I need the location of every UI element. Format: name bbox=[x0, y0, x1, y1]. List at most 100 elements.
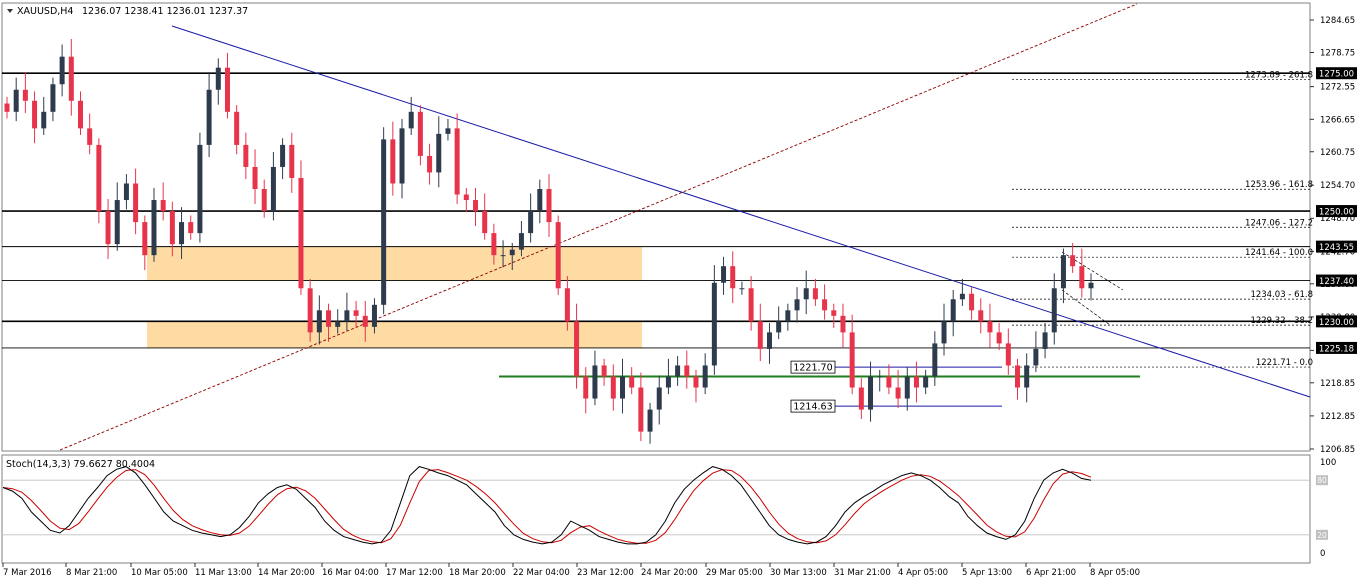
time-tick-label: 8 Mar 21:00 bbox=[66, 568, 117, 578]
candle bbox=[96, 138, 102, 224]
candle bbox=[160, 182, 166, 221]
candle bbox=[399, 118, 405, 199]
price-tick-label: 1284.65 bbox=[1320, 16, 1355, 26]
price-tick-label: 1260.75 bbox=[1320, 148, 1355, 158]
candle bbox=[344, 292, 350, 331]
stoch-tick-label: 100 bbox=[1320, 458, 1336, 468]
time-tick-label: 8 Apr 05:00 bbox=[1090, 568, 1140, 578]
candle bbox=[1070, 243, 1076, 273]
candle bbox=[179, 207, 185, 260]
stoch-tag-20 bbox=[1316, 529, 1328, 540]
candle bbox=[133, 168, 139, 235]
candle bbox=[326, 303, 332, 342]
time-tick-label: 11 Mar 13:00 bbox=[195, 568, 252, 578]
time-tick-label: 7 Mar 2016 bbox=[3, 568, 51, 578]
candle bbox=[445, 118, 451, 141]
candle bbox=[812, 278, 818, 306]
candle bbox=[169, 201, 175, 257]
collapse-triangle-icon[interactable] bbox=[7, 9, 13, 13]
fib-label-5: 1229.32 - 38.2 bbox=[1250, 316, 1313, 326]
price-tick-label: 1206.85 bbox=[1320, 445, 1355, 455]
candle bbox=[482, 193, 488, 240]
candle bbox=[105, 198, 111, 260]
stoch-tick-label: 80 bbox=[1317, 476, 1327, 485]
candle bbox=[1015, 358, 1021, 400]
candle bbox=[188, 215, 194, 240]
candle bbox=[849, 314, 855, 395]
price-tag-label-1: 1250.00 bbox=[1319, 208, 1354, 218]
fib-label-4: 1234.03 - 61.8 bbox=[1250, 290, 1313, 300]
candle bbox=[77, 91, 83, 135]
candle bbox=[996, 323, 1002, 351]
candle bbox=[629, 367, 635, 395]
price-tag-2 bbox=[1316, 240, 1357, 253]
candle bbox=[987, 303, 993, 348]
supply-zone-lower bbox=[147, 321, 642, 348]
candle bbox=[1088, 273, 1094, 301]
candle bbox=[390, 121, 396, 196]
price-tick-label: 1218.85 bbox=[1320, 379, 1355, 389]
candle bbox=[261, 179, 267, 218]
candle bbox=[601, 358, 607, 386]
candle bbox=[950, 289, 956, 337]
supply-zone-upper bbox=[147, 246, 642, 281]
candle bbox=[436, 116, 442, 188]
candle bbox=[41, 96, 47, 135]
candle bbox=[886, 364, 892, 395]
candle bbox=[555, 215, 561, 295]
candle bbox=[13, 77, 19, 122]
candle bbox=[610, 364, 616, 411]
candle bbox=[234, 105, 240, 155]
candle bbox=[454, 113, 460, 204]
price-box-0[interactable] bbox=[790, 360, 836, 374]
candle bbox=[68, 39, 74, 116]
candle bbox=[647, 402, 653, 444]
candle bbox=[785, 303, 791, 331]
candle bbox=[1051, 273, 1057, 345]
candle bbox=[904, 367, 910, 411]
candle bbox=[270, 152, 276, 221]
time-tick-label: 17 Mar 12:00 bbox=[386, 568, 443, 578]
price-tag-3 bbox=[1316, 274, 1357, 287]
up-trend-line-dotted bbox=[59, 3, 1138, 451]
price-tag-4 bbox=[1316, 315, 1357, 328]
candle bbox=[978, 298, 984, 334]
candle bbox=[840, 303, 846, 348]
candle bbox=[518, 220, 524, 257]
candle bbox=[831, 303, 837, 328]
candle bbox=[1060, 248, 1066, 304]
candle bbox=[822, 284, 828, 320]
candle bbox=[335, 309, 341, 334]
candle bbox=[619, 358, 625, 414]
candle bbox=[913, 361, 919, 403]
price-box-1[interactable] bbox=[790, 399, 836, 413]
candle bbox=[87, 113, 93, 155]
candle bbox=[748, 276, 754, 331]
candle bbox=[574, 303, 580, 389]
candle bbox=[564, 276, 570, 331]
time-tick-label: 22 Mar 04:00 bbox=[513, 568, 570, 578]
candle bbox=[1042, 323, 1048, 359]
stoch-signal-line bbox=[2, 469, 1092, 544]
time-tick-label: 30 Mar 13:00 bbox=[770, 568, 827, 578]
candle bbox=[50, 77, 56, 122]
time-tick-label: 16 Mar 04:00 bbox=[322, 568, 379, 578]
candle bbox=[298, 160, 304, 295]
candle bbox=[1005, 328, 1011, 375]
candle bbox=[923, 369, 929, 395]
candle bbox=[151, 187, 157, 262]
candle bbox=[500, 240, 506, 268]
candle bbox=[675, 356, 681, 386]
stoch-tick-label: 0 bbox=[1320, 549, 1325, 559]
candle bbox=[59, 44, 65, 97]
candle bbox=[307, 278, 313, 342]
candle bbox=[362, 300, 368, 342]
stoch-tick-label: 20 bbox=[1317, 531, 1327, 540]
candle bbox=[757, 303, 763, 362]
price-tag-label-0: 1275.00 bbox=[1319, 70, 1354, 80]
candle bbox=[803, 270, 809, 315]
time-tick-label: 31 Mar 21:00 bbox=[834, 568, 891, 578]
down-trend-line bbox=[171, 25, 1311, 398]
